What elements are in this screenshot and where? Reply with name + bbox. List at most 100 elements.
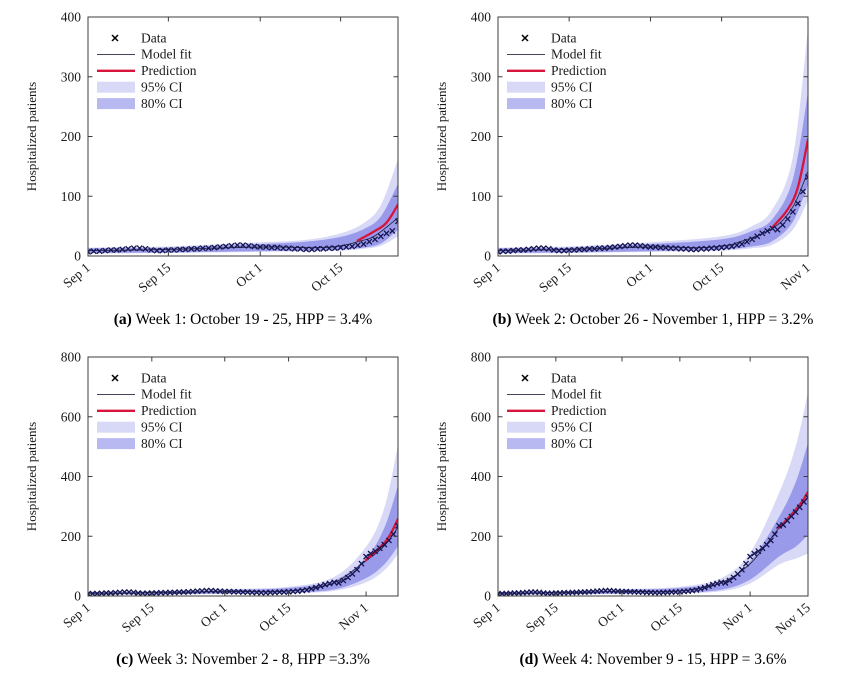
x-tick-label: Sep 15	[135, 260, 173, 296]
legend-label: Data	[551, 370, 576, 385]
data-marker	[367, 550, 374, 557]
y-tick-label: 200	[471, 529, 492, 544]
panel-c-chart: 0 200 400 600 800 Sep 1 Sep 15 Oct 1 Oct 15 Nov 1…	[24, 350, 399, 635]
data-markers	[88, 218, 398, 255]
data-marker	[125, 245, 132, 252]
legend-label: 95% CI	[141, 80, 183, 95]
data-markers	[498, 174, 808, 255]
data-marker	[371, 236, 379, 243]
legend-label: 95% CI	[551, 420, 593, 435]
data-marker	[647, 243, 654, 251]
data-marker	[784, 215, 791, 223]
data-marker	[96, 248, 103, 255]
y-tick-label: 200	[471, 129, 492, 144]
y-tick-label: 400	[471, 10, 492, 25]
x-tick-label: Oct 1	[233, 260, 265, 291]
data-marker	[267, 589, 274, 596]
data-marker	[205, 245, 212, 252]
ci95-band	[498, 28, 808, 254]
data-marker	[377, 233, 384, 240]
y-tick-label: 600	[471, 409, 492, 424]
data-marker	[159, 247, 166, 254]
data-marker	[751, 550, 758, 557]
data-marker	[383, 230, 390, 237]
legend-label: Prediction	[551, 403, 607, 418]
data-marker	[103, 589, 110, 596]
x-tick-label: Sep 15	[536, 260, 574, 296]
data-marker	[285, 245, 292, 252]
prediction-line	[771, 138, 808, 229]
legend-label: 80% CI	[141, 96, 183, 111]
legend-ci95-swatch	[507, 421, 545, 433]
data-marker	[701, 584, 708, 591]
y-axis-label: Hospitalized patients	[24, 82, 39, 191]
data-marker	[171, 246, 178, 254]
data-marker	[749, 236, 756, 243]
panel-c-caption-text: Week 3: November 2 - 8, HPP =3.3%	[136, 651, 370, 668]
data-marker	[228, 242, 235, 249]
data-marker	[389, 227, 396, 234]
data-marker	[274, 244, 281, 251]
data-marker	[743, 238, 751, 245]
data-marker	[779, 221, 786, 228]
data-marker	[642, 243, 649, 250]
panel-d-chart: 0 200 400 600 800 Sep 1 Sep 15 Oct 1 Oct 15 Nov 1…	[434, 350, 814, 638]
y-tick-label: 300	[61, 69, 82, 84]
x-tick-label: Nov 1	[720, 600, 755, 633]
y-axis: 0 100 200 300 400	[61, 10, 398, 264]
data-marker	[792, 509, 799, 516]
data-marker	[381, 541, 388, 548]
legend-label: 95% CI	[551, 80, 593, 95]
data-marker	[754, 233, 761, 240]
y-tick-label: 400	[471, 469, 492, 484]
data-markers	[498, 494, 808, 596]
prediction-line	[356, 203, 398, 242]
data-marker	[167, 589, 174, 596]
data-marker	[759, 230, 766, 237]
data-marker	[561, 247, 568, 254]
data-marker	[268, 244, 275, 251]
panel-a-chart: 0 100 200 300 400 Sep 1 Sep 15 Oct 1 Oct 15 Hospi…	[24, 10, 399, 296]
data-marker	[714, 580, 721, 587]
data-marker	[540, 245, 547, 252]
data-marker	[632, 242, 639, 249]
data-marker	[576, 246, 583, 253]
data-marker	[303, 246, 310, 253]
data-marker	[262, 243, 270, 251]
data-marker	[358, 560, 365, 567]
data-marker	[550, 246, 557, 254]
data-marker	[335, 579, 342, 586]
y-tick-label: 800	[471, 350, 492, 365]
legend-label: 80% CI	[141, 436, 183, 451]
legend-ci80-swatch	[97, 98, 135, 110]
plot-area	[498, 392, 808, 596]
data-marker	[308, 246, 315, 253]
plot-border	[497, 16, 809, 257]
legend-ci95-swatch	[97, 81, 135, 93]
legend-label: 80% CI	[551, 436, 593, 451]
data-marker	[500, 248, 507, 255]
data-marker	[257, 243, 264, 251]
data-marker	[688, 246, 695, 253]
data-marker	[203, 587, 210, 594]
data-marker	[157, 589, 164, 596]
data-marker	[194, 245, 201, 252]
data-marker	[713, 245, 720, 252]
x-tick-label: Sep 15	[523, 600, 561, 636]
data-marker	[738, 241, 745, 248]
data-marker	[764, 227, 771, 234]
data-marker	[515, 246, 522, 254]
data-marker	[657, 244, 664, 251]
x-tick-label: Oct 15	[689, 260, 727, 295]
data-marker	[652, 243, 659, 251]
data-marker	[119, 246, 126, 253]
data-marker	[188, 245, 195, 252]
x-tick-label: Nov 15	[773, 600, 814, 637]
data-marker	[320, 245, 327, 252]
data-marker	[789, 208, 796, 215]
y-axis: 0 200 400 600 800	[61, 350, 398, 604]
legend-label: Prediction	[141, 63, 197, 78]
